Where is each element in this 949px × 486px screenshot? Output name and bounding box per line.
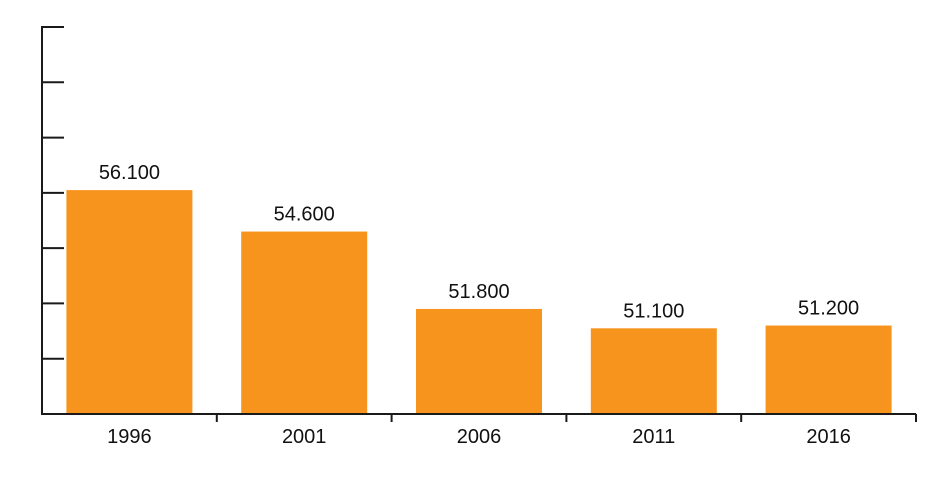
bar-1996 — [66, 190, 193, 414]
category-label-1996: 1996 — [107, 426, 152, 448]
data-label-2001: 54.600 — [274, 204, 335, 226]
data-label-1996: 56.100 — [99, 162, 160, 184]
x-axis-ticks — [215, 414, 917, 422]
category-labels: 1996 2001 2006 2011 2016 — [107, 426, 851, 448]
bars — [66, 190, 892, 414]
category-label-2006: 2006 — [457, 426, 502, 448]
bar-2006 — [416, 308, 542, 414]
category-label-2011: 2011 — [632, 426, 675, 448]
data-label-2016: 51.200 — [798, 298, 859, 320]
data-label-2011: 51.100 — [623, 300, 684, 322]
data-label-2006: 51.800 — [448, 281, 509, 303]
data-labels: 56.100 54.600 51.800 51.100 51.200 — [99, 162, 859, 322]
category-label-2016: 2016 — [806, 426, 851, 448]
y-axis-ticks — [42, 26, 64, 360]
bar-2011 — [590, 328, 717, 414]
bar-2001 — [241, 231, 368, 414]
category-label-2001: 2001 — [282, 426, 327, 448]
bar-2016 — [765, 325, 892, 414]
